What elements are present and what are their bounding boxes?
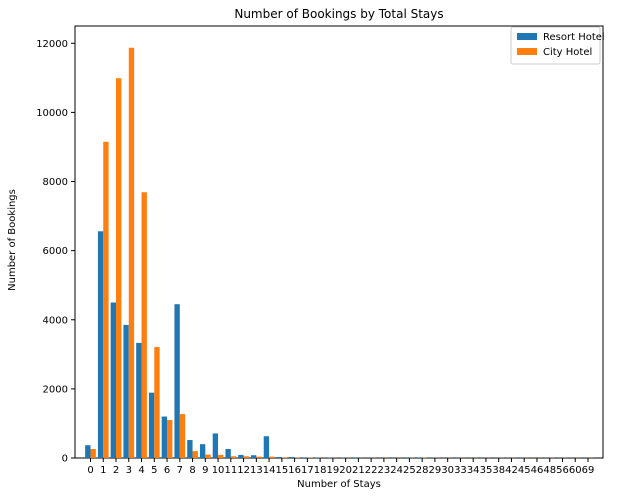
x-tick-label: 4: [138, 465, 144, 476]
bars: [85, 47, 594, 459]
x-tick-label: 25: [403, 465, 416, 476]
x-tick-label: 38: [492, 465, 505, 476]
x-tick-label: 23: [378, 465, 391, 476]
bar-resort-hotel: [416, 457, 423, 458]
x-axis-title: Number of Stays: [297, 479, 381, 490]
bar-resort-hotel: [148, 392, 155, 458]
legend-swatch: [517, 48, 537, 55]
plot-border: [74, 25, 604, 459]
x-tick-label: 10: [212, 465, 225, 476]
bar-resort-hotel: [404, 457, 410, 458]
y-tick-label: 2000: [43, 384, 68, 395]
x-tick-label: 18: [314, 465, 327, 476]
legend: Resort Hotel City Hotel: [510, 26, 605, 65]
x-tick-label: 7: [177, 465, 183, 476]
x-tick-label: 29: [429, 465, 442, 476]
x-tick-label: 21: [352, 465, 365, 476]
y-axis: 0 2000 4000 6000 8000 10000 12000: [36, 39, 75, 465]
bar-resort-hotel: [238, 454, 244, 458]
bar-city-hotel: [192, 451, 198, 458]
x-tick-label: 34: [467, 465, 480, 476]
x-tick-label: 1: [100, 465, 106, 476]
bar-city-hotel: [90, 449, 96, 458]
x-tick-label: 69: [582, 465, 595, 476]
y-tick-label: 10000: [36, 108, 68, 119]
x-tick-label: 22: [365, 465, 378, 476]
bar-city-hotel: [281, 457, 288, 458]
x-tick-label: 6: [164, 465, 170, 476]
x-tick-label: 60: [569, 465, 582, 476]
chart-title: Number of Bookings by Total Stays: [234, 7, 443, 21]
bar-city-hotel: [218, 454, 224, 458]
x-tick-label: 28: [416, 465, 429, 476]
bar-resort-hotel: [187, 440, 193, 458]
x-tick-label: 45: [518, 465, 531, 476]
bar-resort-hotel: [225, 449, 231, 458]
bar-city-hotel: [141, 192, 147, 459]
bar-resort-hotel: [212, 433, 219, 458]
x-tick-label: 9: [202, 465, 208, 476]
bar-resort-hotel: [136, 342, 142, 458]
bar-resort-hotel: [161, 416, 168, 458]
x-tick-label: 19: [327, 465, 340, 476]
bar-city-hotel: [103, 141, 109, 458]
bar-resort-hotel: [289, 456, 295, 458]
bar-resort-hotel: [250, 455, 257, 458]
x-tick-label: 17: [301, 465, 314, 476]
legend-label: City Hotel: [543, 47, 592, 58]
x-tick-label: 14: [263, 465, 276, 476]
y-axis-title: Number of Bookings: [7, 189, 18, 291]
bar-resort-hotel: [302, 457, 308, 458]
x-tick-label: 0: [87, 465, 93, 476]
bar-city-hotel: [243, 456, 249, 458]
bar-city-hotel: [256, 456, 262, 458]
x-tick-label: 5: [151, 465, 157, 476]
x-tick-label: 48: [543, 465, 556, 476]
legend-swatch: [517, 33, 537, 40]
x-tick-label: 30: [441, 465, 454, 476]
bar-city-hotel: [154, 347, 160, 458]
bar-city-hotel: [167, 419, 173, 458]
x-tick-label: 35: [480, 465, 493, 476]
bar-resort-hotel: [174, 304, 180, 458]
bar-city-hotel: [116, 78, 122, 458]
x-tick-label: 2: [113, 465, 119, 476]
x-tick-label: 42: [505, 465, 518, 476]
bar-resort-hotel: [110, 302, 117, 458]
x-tick-label: 33: [454, 465, 467, 476]
bar-resort-hotel: [353, 457, 359, 458]
x-axis: 0 1 2 3 4 5 6 7 8 9 10 11 12 13 14 15 16 17 18 19 20 21 22 23 24…: [87, 458, 594, 476]
legend-label: Resort Hotel: [543, 32, 605, 43]
bar-city-hotel: [205, 454, 211, 458]
bar-city-hotel: [128, 47, 135, 459]
x-tick-label: 12: [237, 465, 250, 476]
x-tick-label: 46: [531, 465, 544, 476]
y-tick-label: 0: [62, 454, 68, 465]
x-tick-label: 13: [250, 465, 263, 476]
x-tick-label: 8: [189, 465, 195, 476]
bar-city-hotel: [179, 414, 186, 458]
bar-city-hotel: [269, 456, 275, 458]
bar-resort-hotel: [263, 436, 270, 458]
y-tick-label: 8000: [43, 177, 68, 188]
bar-city-hotel: [230, 456, 237, 458]
bar-resort-hotel: [199, 444, 206, 458]
y-tick-label: 12000: [36, 39, 68, 50]
bar-resort-hotel: [276, 456, 282, 458]
x-tick-label: 24: [390, 465, 403, 476]
plot-frame: [74, 25, 604, 459]
y-tick-label: 6000: [43, 246, 68, 257]
x-tick-label: 56: [556, 465, 569, 476]
x-tick-label: 3: [126, 465, 132, 476]
x-tick-label: 16: [288, 465, 301, 476]
x-tick-label: 11: [224, 465, 237, 476]
x-tick-label: 15: [275, 465, 288, 476]
bar-resort-hotel: [123, 324, 129, 458]
bar-resort-hotel: [85, 445, 91, 458]
y-tick-label: 4000: [43, 315, 68, 326]
x-tick-label: 20: [339, 465, 352, 476]
bar-resort-hotel: [97, 231, 104, 458]
